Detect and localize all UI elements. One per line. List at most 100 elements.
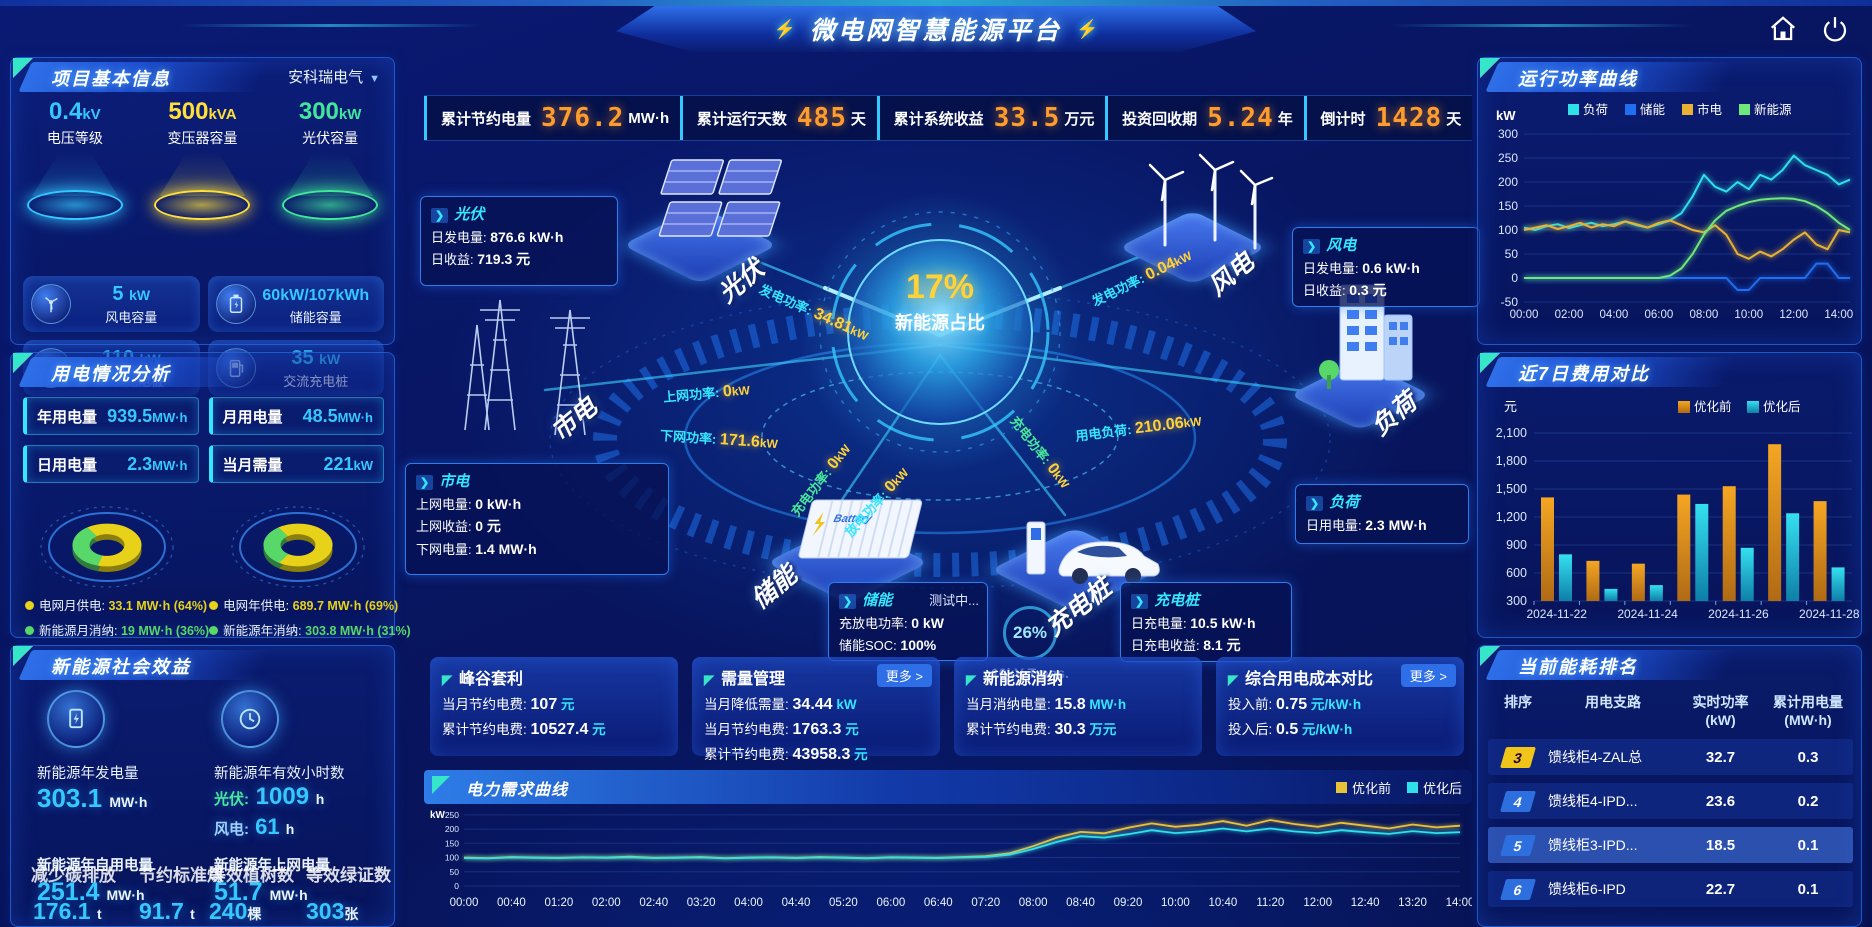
panel-title: 运行功率曲线: [1518, 69, 1638, 89]
realtime-power: 18.5: [1705, 836, 1736, 854]
more-button[interactable]: 更多 >: [876, 664, 932, 687]
svg-text:市电: 市电: [1697, 102, 1723, 117]
summary-stat-1: 累计运行天数 485 天: [679, 96, 877, 140]
page-title: 微电网智慧能源平台: [809, 17, 1062, 45]
svg-text:-50: -50: [1501, 295, 1519, 309]
coal-label: 节约标准煤: [139, 866, 224, 885]
wind-node[interactable]: [1105, 140, 1285, 290]
stat-value: 5.24: [1207, 103, 1274, 133]
annual-generation-value: 303.1 MW·h: [37, 783, 148, 813]
hub-summary: 17% 新能源占比: [870, 268, 1010, 335]
donut-legend-item-0: 电网月供电: 33.1 MW·h (64%): [25, 595, 209, 614]
benefit-card-3: ◤ 综合用电成本对比 更多 > 投入前: 0.75 元/kW·h 投入后: 0.5 元/…: [1216, 657, 1464, 756]
branch-name: 馈线柜4-IPD...: [1548, 793, 1638, 809]
stat-unit: 天: [1446, 110, 1462, 128]
benefit-card-title: ◤ 新能源消纳: [966, 671, 1064, 688]
svg-text:1,200: 1,200: [1496, 510, 1527, 524]
stat-unit: 年: [1277, 110, 1293, 128]
svg-text:05:20: 05:20: [829, 897, 858, 909]
branch-name: 馈线柜6-IPD: [1548, 881, 1626, 897]
svg-text:02:40: 02:40: [639, 897, 668, 909]
cost-chart: 元 300 600 900 1,200 1,500 1,800 2,100 2024-11-22…: [1478, 387, 1863, 642]
usage-pill-value: 221kW: [323, 453, 373, 474]
benefit-card-title: ◤ 峰谷套利: [442, 671, 524, 688]
wind-info: ❯ 风电 日发电量: 0.6 kW·h 日收益: 0.3 元: [1292, 227, 1480, 307]
svg-text:100: 100: [1498, 223, 1518, 237]
total-energy: 0.1: [1797, 880, 1819, 898]
svg-text:01:20: 01:20: [544, 897, 573, 909]
svg-text:100: 100: [445, 853, 459, 863]
donut-legend-item-3: 新能源年消纳: 303.8 MW·h (31%): [209, 620, 411, 639]
summary-stat-0: 累计节约电量 376.2 MW·h: [424, 96, 680, 140]
right-wing-line: [1392, 24, 1692, 27]
donut-legend-item-1: 电网年供电: 689.7 MW·h (69%): [209, 595, 411, 614]
svg-text:2024-11-26: 2024-11-26: [1708, 607, 1769, 621]
co2-label: 减少碳排放: [31, 866, 116, 885]
project-info-panel: 项目基本信息 安科瑞电气 ▼ 0.4kV 电压等级 500kVA 变压器容量 300kW 光…: [10, 57, 395, 396]
power-curve-panel: 运行功率曲线 kW -50 0 50 100 150 200 250 300 00:00 02:00…: [1477, 57, 1862, 345]
co2-value: 176.1 t: [33, 898, 102, 924]
branch-name: 馈线柜4-ZAL总: [1548, 749, 1643, 765]
svg-text:150: 150: [1498, 199, 1518, 213]
capacity-card-body: 5 kW 风电容量: [71, 283, 192, 326]
svg-text:2,100: 2,100: [1496, 426, 1527, 440]
svg-text:12:00: 12:00: [1303, 897, 1332, 909]
more-button[interactable]: 更多 >: [1400, 664, 1456, 687]
svg-text:900: 900: [1506, 538, 1527, 552]
summary-stat-2: 累计系统收益 33.5 万元: [876, 96, 1105, 140]
svg-text:04:00: 04:00: [734, 897, 763, 909]
table-row[interactable]: 6 馈线柜6-IPD 22.7 0.1: [1488, 871, 1853, 907]
svg-text:1,800: 1,800: [1496, 454, 1527, 468]
summary-stats-bar: 累计节约电量 376.2 MW·h 累计运行天数 485 天累计系统收益 33.5 万元 投资回…: [424, 95, 1472, 141]
load-info: ❯ 负荷 日用电量: 2.3 MW·h: [1295, 484, 1469, 544]
usage-pill-0: 年用电量 939.5MW·h: [23, 397, 199, 435]
ranking-table-header: 排序 用电支路 实时功率 (kW) 累计用电量 (MW·h): [1488, 694, 1853, 729]
table-row[interactable]: 4 馈线柜4-IPD... 23.6 0.2: [1488, 783, 1853, 819]
svg-text:08:00: 08:00: [1689, 309, 1718, 321]
demand-curve-panel: 电力需求曲线 优化前 优化后 kW 0 50 100 150 200 250 00:00 00:4…: [424, 770, 1474, 920]
storage-node[interactable]: Battery: [750, 470, 950, 610]
benefit-card-title: ◤ 需量管理: [704, 671, 786, 688]
svg-text:0: 0: [1511, 271, 1518, 285]
pv-node[interactable]: [615, 150, 795, 290]
stat-label: 累计运行天数: [696, 110, 787, 128]
table-row[interactable]: 3 馈线柜4-ZAL总 32.7 0.3: [1488, 739, 1853, 775]
solar-panels-icon: [658, 159, 782, 237]
ranking-table: 排序 用电支路 实时功率 (kW) 累计用电量 (MW·h) 3 馈线柜4-ZAL总 32.7…: [1488, 694, 1853, 915]
cost-compare-panel: 近7日费用对比 元 300 600 900 1,200 1,500 1,800 2,100 20…: [1477, 352, 1862, 638]
svg-text:2024-11-24: 2024-11-24: [1617, 607, 1678, 621]
usage-stat-pills: 年用电量 939.5MW·h 月用电量 48.5MW·h 日用电量 2.3MW·h 当月需量…: [23, 397, 384, 483]
project-select[interactable]: 安科瑞电气 ▼: [288, 66, 380, 87]
charger-node[interactable]: [965, 480, 1185, 630]
usage-pill-label: 当月需量: [222, 456, 283, 474]
svg-text:03:20: 03:20: [687, 897, 716, 909]
coal-value: 91.7 t: [139, 898, 195, 924]
table-row[interactable]: 5 馈线柜3-IPD... 18.5 0.1: [1488, 827, 1853, 863]
home-icon[interactable]: [1768, 14, 1798, 49]
rank-badge: 3: [1499, 746, 1537, 768]
load-node[interactable]: [1285, 270, 1445, 431]
power-icon[interactable]: [1820, 14, 1850, 49]
to-grid-value: 51.7 MW·h: [214, 878, 308, 906]
svg-text:新能源: 新能源: [1754, 102, 1792, 117]
new-energy-caption: 新能源占比: [895, 313, 985, 333]
capacity-card-value: 60kW/107kWh: [262, 286, 370, 304]
svg-text:10:00: 10:00: [1161, 897, 1190, 909]
grid-node[interactable]: [425, 280, 645, 440]
svg-text:250: 250: [445, 810, 459, 820]
wind-turbines-icon: [1148, 153, 1274, 250]
usage-pill-label: 月用电量: [222, 408, 283, 426]
transmission-towers-icon: [464, 299, 590, 436]
stat-value: 485: [796, 103, 847, 133]
annual-generation-label: 新能源年发电量: [37, 766, 139, 782]
gauge-value: 0.4kV: [48, 98, 101, 125]
total-energy: 0.3: [1797, 748, 1819, 766]
project-select-value: 安科瑞电气: [288, 69, 364, 86]
usage-pill-2: 日用电量 2.3MW·h: [23, 445, 199, 483]
ranking-header-1: 用电支路: [1585, 694, 1641, 710]
donut-legend-item-2: 新能源月消纳: 19 MW·h (36%): [25, 620, 209, 639]
svg-text:Battery: Battery: [832, 513, 874, 525]
svg-text:250: 250: [1498, 151, 1518, 165]
benefit-cards-row: ◤ 峰谷套利 当月节约电费: 107 元累计节约电费: 10527.4 元 ◤ 需量管理…: [430, 657, 1464, 763]
panel-title: 新能源社会效益: [51, 657, 191, 677]
